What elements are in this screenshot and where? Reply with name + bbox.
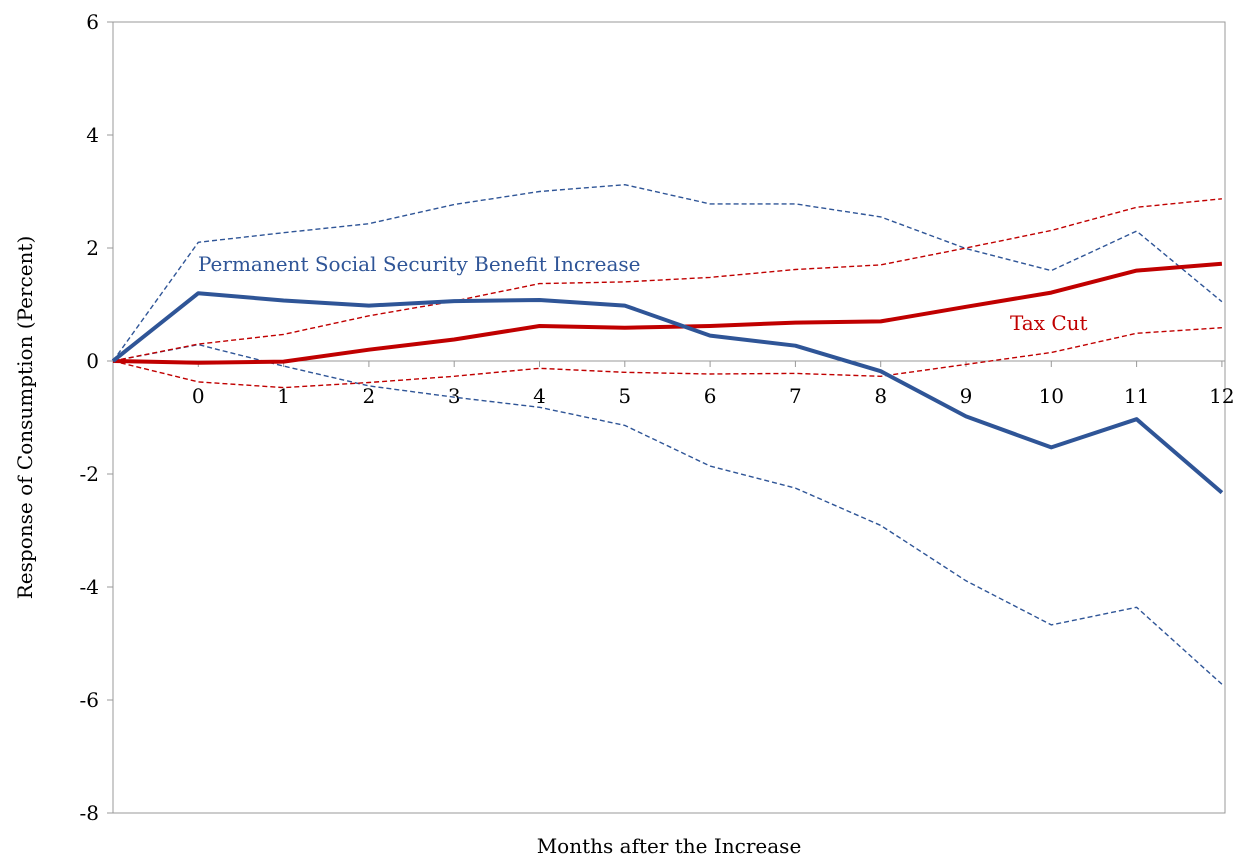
- y-axis-ticks: 6 4 2 0 -2 -4 -6 -8: [80, 10, 113, 825]
- x-tick-label: 9: [960, 384, 973, 408]
- x-tick-label: 2: [363, 384, 376, 408]
- series-layer: [111, 183, 1224, 685]
- x-tick-label: 8: [874, 384, 887, 408]
- x-tick-label: 1: [277, 384, 290, 408]
- y-tick-label: 4: [86, 123, 99, 147]
- y-tick-label: -4: [80, 575, 99, 599]
- social-security-lower-band-line: [112, 343, 1223, 685]
- tax-cut-upper-band-line: [112, 198, 1222, 362]
- y-tick-label: -2: [80, 462, 99, 486]
- y-tick-label: 2: [86, 236, 99, 260]
- tax-cut-line: [112, 261, 1223, 365]
- x-tick-label: 0: [192, 384, 205, 408]
- x-tick-label: 10: [1039, 384, 1064, 408]
- y-tick-label: -8: [80, 801, 99, 825]
- social-security-upper-band-line: [112, 183, 1223, 362]
- x-tick-label: 12: [1209, 384, 1234, 408]
- annotation-tax-cut: Tax Cut: [1010, 311, 1088, 335]
- x-axis-title: Months after the Increase: [537, 834, 802, 858]
- x-tick-label: 11: [1124, 384, 1149, 408]
- x-tick-label: 7: [789, 384, 802, 408]
- x-tick-label: 4: [533, 384, 546, 408]
- x-tick-label: 5: [618, 384, 631, 408]
- social-security-line: [111, 291, 1224, 495]
- y-tick-label: -6: [80, 688, 99, 712]
- annotation-social-security: Permanent Social Security Benefit Increa…: [198, 252, 641, 276]
- y-axis-title: Response of Consumption (Percent): [13, 236, 37, 600]
- y-tick-label: 6: [86, 10, 99, 34]
- y-tick-label: 0: [86, 349, 99, 373]
- x-tick-label: 3: [448, 384, 461, 408]
- x-tick-label: 6: [704, 384, 717, 408]
- tax-cut-lower-band-line: [112, 327, 1222, 389]
- plot-area-frame: [112, 21, 1226, 814]
- x-axis-ticks: 0 1 2 3 4 5 6 7 8 9 10 11 12: [112, 361, 1235, 408]
